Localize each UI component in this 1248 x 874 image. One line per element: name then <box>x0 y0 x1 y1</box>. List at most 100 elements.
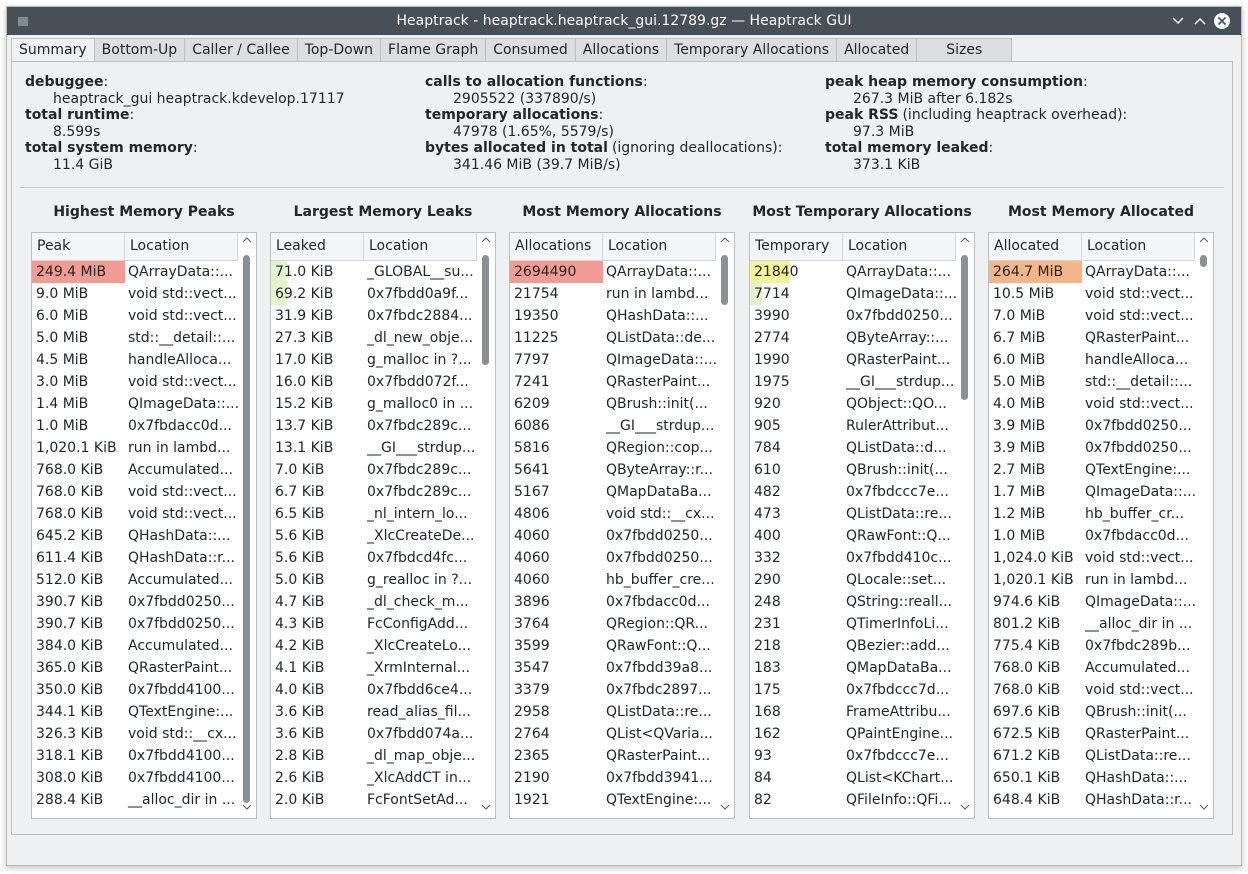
table-row[interactable]: 1.7 MiB QImageData::... <box>989 481 1213 503</box>
table-row[interactable]: 390.7 KiB 0x7fbdd0250... <box>32 591 256 613</box>
table-row[interactable]: 4.3 KiB FcConfigAdd... <box>271 613 495 635</box>
table-row[interactable]: 162 QPaintEngine... <box>750 723 974 745</box>
table-row[interactable]: 332 0x7fbdd410c... <box>750 547 974 569</box>
table-row[interactable]: 350.0 KiB 0x7fbdd4100... <box>32 679 256 701</box>
scroll-up-arrow[interactable] <box>1195 233 1213 251</box>
table-row[interactable]: 473 QListData::re... <box>750 503 974 525</box>
table-row[interactable]: 69.2 KiB 0x7fbdd0a9f... <box>271 283 495 305</box>
tab[interactable]: Bottom-Up <box>94 38 186 62</box>
column-header[interactable]: Leaked <box>271 233 364 260</box>
table-row[interactable]: 4060 hb_buffer_cre... <box>510 569 734 591</box>
column-header[interactable]: Allocations <box>510 233 603 260</box>
table-row[interactable]: 1,024.0 KiB void std::vect... <box>989 547 1213 569</box>
table-row[interactable]: 31.9 KiB 0x7fbdc2884... <box>271 305 495 327</box>
table-row[interactable]: 6209 QBrush::init(... <box>510 393 734 415</box>
table-row[interactable]: 5.0 MiB std::__detail::... <box>989 371 1213 393</box>
table-row[interactable]: 288.4 KiB __alloc_dir in ... <box>32 789 256 811</box>
table-row[interactable]: 326.3 KiB void std::__cx... <box>32 723 256 745</box>
table-row[interactable]: 4.0 KiB 0x7fbdd6ce4... <box>271 679 495 701</box>
table-row[interactable]: 768.0 KiB void std::vect... <box>32 481 256 503</box>
tab[interactable]: Consumed <box>486 38 576 62</box>
table-row[interactable]: 1,020.1 KiB run in lambd... <box>32 437 256 459</box>
table-row[interactable]: 512.0 KiB Accumulated... <box>32 569 256 591</box>
table-row[interactable]: 1,020.1 KiB run in lambd... <box>989 569 1213 591</box>
table-row[interactable]: 168 FrameAttribu... <box>750 701 974 723</box>
table-row[interactable]: 3.0 MiB void std::vect... <box>32 371 256 393</box>
table-row[interactable]: 13.7 KiB 0x7fbdc289c... <box>271 415 495 437</box>
table-row[interactable]: 648.4 KiB QHashData::r... <box>989 789 1213 811</box>
table-row[interactable]: 9.0 MiB void std::vect... <box>32 283 256 305</box>
table-row[interactable]: 10.5 MiB void std::vect... <box>989 283 1213 305</box>
table-row[interactable]: 1975 __GI___strdup... <box>750 371 974 393</box>
tab[interactable]: Caller / Callee <box>185 38 298 62</box>
column-header[interactable]: Location <box>364 233 477 260</box>
table-row[interactable]: 2764 QList<QVaria... <box>510 723 734 745</box>
table-row[interactable]: 290 QLocale::set... <box>750 569 974 591</box>
scrollbar[interactable] <box>1195 233 1213 818</box>
table-row[interactable]: 482 0x7fbdccc7e... <box>750 481 974 503</box>
table-row[interactable]: 610 QBrush::init(... <box>750 459 974 481</box>
table-row[interactable]: 7.0 MiB void std::vect... <box>989 305 1213 327</box>
table-row[interactable]: 6.0 MiB void std::vect... <box>32 305 256 327</box>
table-row[interactable]: 1.0 MiB 0x7fbdacc0d... <box>32 415 256 437</box>
maximize-button[interactable] <box>1194 17 1206 25</box>
scroll-up-arrow[interactable] <box>956 233 974 251</box>
tab[interactable]: Summary <box>11 38 95 62</box>
table-row[interactable]: 218 QBezier::add... <box>750 635 974 657</box>
table-row[interactable]: 71.0 KiB _GLOBAL__su... <box>271 261 495 283</box>
table-row[interactable]: 768.0 KiB Accumulated... <box>989 657 1213 679</box>
table-row[interactable]: 768.0 KiB Accumulated... <box>32 459 256 481</box>
table-row[interactable]: 4.5 MiB handleAlloca... <box>32 349 256 371</box>
table-row[interactable]: 2365 QRasterPaint... <box>510 745 734 767</box>
table-row[interactable]: 1990 QRasterPaint... <box>750 349 974 371</box>
table-row[interactable]: 16.0 KiB 0x7fbdd072f... <box>271 371 495 393</box>
table-row[interactable]: 7.0 KiB 0x7fbdc289c... <box>271 459 495 481</box>
tab[interactable]: Top-Down <box>297 38 382 62</box>
table-row[interactable]: 308.0 KiB 0x7fbdd4100... <box>32 767 256 789</box>
table-row[interactable]: 2.8 KiB _dl_map_obje... <box>271 745 495 767</box>
table-row[interactable]: 801.2 KiB __alloc_dir in ... <box>989 613 1213 635</box>
table-row[interactable]: 5816 QRegion::cop... <box>510 437 734 459</box>
table-row[interactable]: 4.7 KiB _dl_check_m... <box>271 591 495 613</box>
column-header[interactable]: Location <box>603 233 716 260</box>
table-row[interactable]: 390.7 KiB 0x7fbdd0250... <box>32 613 256 635</box>
table-row[interactable]: 3599 QRawFont::Q... <box>510 635 734 657</box>
table-row[interactable]: 920 QObject::QO... <box>750 393 974 415</box>
minimize-button[interactable] <box>1172 17 1184 25</box>
table-row[interactable]: 697.6 KiB QBrush::init(... <box>989 701 1213 723</box>
table-row[interactable]: 1.4 MiB QImageData::... <box>32 393 256 415</box>
table-row[interactable]: 344.1 KiB QTextEngine:... <box>32 701 256 723</box>
table-row[interactable]: 4060 0x7fbdd0250... <box>510 547 734 569</box>
table-row[interactable]: 2.0 KiB FcFontSetAd... <box>271 789 495 811</box>
tab[interactable]: Sizes <box>917 38 1013 62</box>
table-row[interactable]: 175 0x7fbdccc7d... <box>750 679 974 701</box>
table-row[interactable]: 645.2 KiB QHashData::... <box>32 525 256 547</box>
scroll-down-arrow[interactable] <box>238 800 256 818</box>
table-row[interactable]: 231 QTimerInfoLi... <box>750 613 974 635</box>
table-row[interactable]: 768.0 KiB void std::vect... <box>989 679 1213 701</box>
table-row[interactable]: 249.4 MiB QArrayData::... <box>32 261 256 283</box>
table-row[interactable]: 671.2 KiB QListData::re... <box>989 745 1213 767</box>
table-row[interactable]: 7241 QRasterPaint... <box>510 371 734 393</box>
tab[interactable]: Flame Graph <box>381 38 487 62</box>
table-row[interactable]: 5.6 KiB 0x7fbdcd4fc... <box>271 547 495 569</box>
table-row[interactable]: 82 QFileInfo::QFi... <box>750 789 974 811</box>
table-row[interactable]: 905 RulerAttribut... <box>750 415 974 437</box>
tab[interactable]: Allocations <box>575 38 668 62</box>
table-row[interactable]: 3990 0x7fbdd0250... <box>750 305 974 327</box>
table-row[interactable]: 21754 run in lambd... <box>510 283 734 305</box>
scrollbar[interactable] <box>477 233 495 818</box>
table-row[interactable]: 3379 0x7fbdc2897... <box>510 679 734 701</box>
table-row[interactable]: 3896 0x7fbdacc0d... <box>510 591 734 613</box>
scrollbar[interactable] <box>716 233 734 818</box>
table-row[interactable]: 6086 __GI___strdup... <box>510 415 734 437</box>
table-row[interactable]: 4060 0x7fbdd0250... <box>510 525 734 547</box>
table-row[interactable]: 318.1 KiB 0x7fbdd4100... <box>32 745 256 767</box>
column-header[interactable]: Allocated <box>989 233 1082 260</box>
table-row[interactable]: 15.2 KiB g_malloc0 in ... <box>271 393 495 415</box>
table-row[interactable]: 2.6 KiB _XlcAddCT in... <box>271 767 495 789</box>
scroll-down-arrow[interactable] <box>477 800 495 818</box>
column-header[interactable]: Location <box>125 233 238 260</box>
table-row[interactable]: 672.5 KiB QRasterPaint... <box>989 723 1213 745</box>
table-row[interactable]: 5641 QByteArray::r... <box>510 459 734 481</box>
